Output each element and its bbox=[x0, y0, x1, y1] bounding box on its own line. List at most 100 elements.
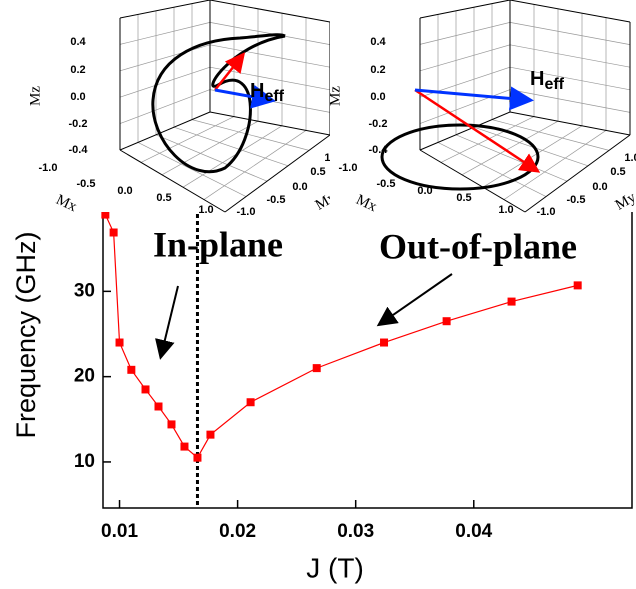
inset-box-edge bbox=[509, 0, 631, 23]
inset-x-tick-label: 1.0 bbox=[498, 204, 513, 216]
inset-z-label: Mz bbox=[27, 86, 43, 106]
field-arrow bbox=[414, 86, 534, 111]
inset-box-edge bbox=[509, 22, 631, 45]
inset-z-tick-label: 0.2 bbox=[70, 64, 85, 76]
arrow bbox=[376, 273, 453, 327]
inset-box-edge bbox=[503, 130, 607, 200]
x-tick-label: 0.03 bbox=[337, 521, 374, 542]
inset-y-tick-label: 0.5 bbox=[610, 166, 625, 178]
inset-y-tick-label: 0.0 bbox=[592, 181, 607, 193]
inset-box-edge bbox=[419, 149, 526, 213]
data-point bbox=[246, 398, 255, 407]
field-label-sub: eff bbox=[544, 76, 564, 93]
inset-box-edge bbox=[419, 89, 511, 124]
inset-box-edge bbox=[419, 0, 511, 19]
inset-z-tick-label: -0.2 bbox=[69, 118, 88, 130]
inset-box-edge bbox=[119, 89, 211, 124]
inset-box-edge bbox=[191, 119, 310, 151]
inset-box-edge bbox=[491, 119, 610, 151]
inset-box-edge bbox=[119, 66, 211, 98]
trajectory bbox=[151, 33, 286, 174]
inset-y-tick-label: -1.0 bbox=[237, 206, 256, 218]
data-point bbox=[507, 297, 516, 306]
x-tick-label: 0.02 bbox=[219, 521, 256, 542]
inset-box-edge bbox=[140, 116, 235, 163]
inset-z-tick-label: 0.4 bbox=[70, 36, 86, 48]
inset-z-tick-label: -0.4 bbox=[69, 144, 89, 156]
inset-x-tick-label: -0.5 bbox=[377, 178, 396, 190]
magnetization-arrow bbox=[214, 52, 246, 91]
inset-box-edge bbox=[419, 22, 511, 45]
inset-y-tick-label: -1.0 bbox=[537, 206, 556, 218]
inset-background bbox=[330, 0, 636, 212]
inset-box-edge bbox=[119, 22, 211, 45]
data-point bbox=[141, 385, 150, 394]
inset-x-tick-label: -1.0 bbox=[339, 162, 358, 174]
inset: 0.40.20.0-0.2-0.4-1.0-0.50.00.51.01.00.5… bbox=[27, 0, 340, 218]
field-label: Heff bbox=[250, 80, 285, 105]
inset-box-edge bbox=[155, 134, 268, 182]
field-arrow bbox=[214, 84, 276, 109]
inset-x-tick-label: 0.5 bbox=[456, 192, 471, 204]
inset-box-edge bbox=[224, 134, 331, 213]
inset-y-tick-label: 0.0 bbox=[292, 181, 307, 193]
inset-box-edge bbox=[509, 66, 631, 91]
inset-box-edge bbox=[203, 130, 307, 200]
y-tick-label: 10 bbox=[74, 451, 95, 472]
inset-y-tick-label: 0.5 bbox=[310, 166, 325, 178]
inset-y-tick-label: 1.0 bbox=[624, 152, 636, 164]
inset-box-edge bbox=[419, 44, 511, 72]
inset-box-edge bbox=[209, 0, 331, 23]
inset-box-edge bbox=[440, 116, 535, 163]
data-line bbox=[104, 214, 578, 459]
inset-box-edge bbox=[173, 126, 289, 167]
y-axis-label: Frequency (GHz) bbox=[11, 231, 41, 438]
field-label-main: H bbox=[530, 68, 544, 90]
inset-box-edge bbox=[119, 111, 211, 151]
magnetization-arrow bbox=[414, 88, 541, 173]
data-point bbox=[180, 442, 189, 451]
field-label: Heff bbox=[530, 68, 565, 93]
inset-z-tick-label: 0.2 bbox=[370, 64, 385, 76]
inset-box-edge bbox=[209, 44, 331, 68]
data-point bbox=[115, 338, 124, 347]
inset-y-tick-label: -0.5 bbox=[267, 194, 286, 206]
inset-box-edge bbox=[473, 126, 589, 167]
inset-box-edge bbox=[509, 44, 631, 68]
data-point bbox=[312, 364, 321, 373]
x-tick-label: 0.04 bbox=[455, 521, 492, 542]
inset-box-edge bbox=[119, 0, 211, 19]
inset-box-edge bbox=[209, 22, 331, 45]
inset-box-edge bbox=[182, 125, 283, 188]
inset: 0.40.20.0-0.2-0.4-1.0-0.50.00.51.01.00.5… bbox=[327, 0, 636, 218]
inset-box-edge bbox=[524, 134, 631, 213]
inset-z-tick-label: 0.0 bbox=[370, 91, 385, 103]
data-point bbox=[167, 420, 176, 429]
y-tick-label: 30 bbox=[74, 280, 95, 301]
inset-x-tick-label: 0.0 bbox=[117, 185, 132, 197]
inset-box-edge bbox=[161, 120, 259, 176]
data-point bbox=[442, 317, 451, 326]
inset-box-edge bbox=[419, 111, 511, 151]
inset-x-tick-label: 0.5 bbox=[156, 192, 171, 204]
data-point bbox=[380, 338, 389, 347]
field-label-main: H bbox=[250, 80, 264, 102]
data-point bbox=[109, 228, 118, 237]
inset-z-tick-label: 0.0 bbox=[70, 91, 85, 103]
inset-box-edge bbox=[509, 111, 631, 136]
x-tick-label: 0.01 bbox=[101, 521, 138, 542]
data-point bbox=[154, 402, 163, 411]
inset-box-edge bbox=[209, 111, 331, 136]
data-point bbox=[127, 365, 136, 374]
inset-box-edge bbox=[455, 134, 568, 182]
data-point bbox=[206, 430, 215, 439]
inset-z-label: Mz bbox=[327, 86, 343, 106]
inset-box-edge bbox=[119, 149, 226, 213]
inset-x-tick-label: -1.0 bbox=[39, 162, 58, 174]
y-tick-label: 20 bbox=[74, 366, 95, 387]
inset-z-tick-label: -0.2 bbox=[369, 118, 388, 130]
annotation: Out-of-plane bbox=[379, 226, 577, 266]
data-point bbox=[573, 281, 582, 290]
inset-box-edge bbox=[461, 120, 559, 176]
